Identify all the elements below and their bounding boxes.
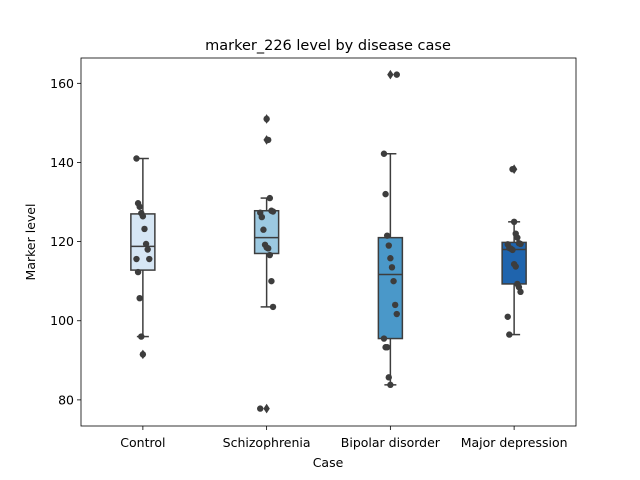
data-point bbox=[385, 374, 392, 381]
data-point bbox=[144, 246, 151, 253]
y-tick-label: 100 bbox=[50, 313, 74, 328]
data-point bbox=[136, 294, 143, 302]
data-point bbox=[265, 136, 272, 144]
y-axis-label: Marker level bbox=[23, 204, 38, 281]
data-point bbox=[258, 213, 266, 221]
x-tick-label: Schizophrenia bbox=[223, 435, 311, 450]
data-point bbox=[266, 251, 274, 259]
data-point bbox=[142, 240, 150, 248]
data-point bbox=[133, 255, 140, 263]
data-point bbox=[390, 277, 397, 285]
data-point bbox=[517, 240, 524, 248]
data-point bbox=[512, 263, 519, 270]
data-point bbox=[387, 255, 394, 262]
axes-frame bbox=[80, 57, 577, 427]
data-point bbox=[504, 313, 511, 320]
y-tick-label: 140 bbox=[50, 155, 74, 170]
outlier-marker bbox=[387, 69, 394, 80]
data-point bbox=[263, 115, 270, 123]
data-point bbox=[269, 303, 277, 311]
plot-area: 80 100 120 140 160 Control Schizophrenia Bipola… bbox=[50, 57, 577, 450]
data-point bbox=[393, 310, 400, 318]
data-point bbox=[139, 213, 147, 220]
x-tick-label: Bipolar disorder bbox=[341, 435, 441, 450]
data-point bbox=[269, 208, 277, 215]
data-point bbox=[391, 301, 399, 309]
data-point bbox=[514, 234, 521, 241]
data-point bbox=[387, 381, 394, 389]
data-point bbox=[139, 351, 147, 358]
chart-title: marker_226 level by disease case bbox=[205, 38, 451, 54]
box-bipolar-disorder bbox=[377, 236, 404, 340]
data-point bbox=[146, 255, 153, 263]
data-point bbox=[266, 194, 274, 202]
data-point bbox=[385, 242, 392, 249]
data-point bbox=[268, 277, 275, 285]
data-point bbox=[134, 268, 142, 276]
data-point bbox=[141, 225, 148, 233]
box-control bbox=[130, 213, 156, 271]
data-point bbox=[257, 405, 264, 412]
data-point bbox=[393, 71, 400, 78]
data-point bbox=[136, 203, 143, 210]
data-point bbox=[506, 331, 513, 338]
data-point bbox=[380, 335, 388, 342]
data-point bbox=[517, 288, 524, 296]
y-tick-label: 120 bbox=[50, 234, 74, 249]
data-point bbox=[380, 150, 388, 157]
data-point bbox=[383, 344, 391, 351]
data-point bbox=[138, 333, 145, 340]
y-tick-label: 80 bbox=[58, 392, 74, 407]
outlier-marker bbox=[263, 403, 270, 414]
data-point bbox=[382, 190, 389, 198]
data-point bbox=[510, 218, 518, 226]
data-point bbox=[383, 232, 391, 239]
data-point bbox=[509, 246, 516, 254]
y-tick-label: 160 bbox=[50, 76, 74, 91]
data-point bbox=[133, 155, 140, 162]
x-tick-label: Control bbox=[120, 435, 165, 450]
x-axis-label: Case bbox=[313, 455, 344, 470]
data-point bbox=[509, 165, 516, 173]
data-point bbox=[265, 245, 272, 252]
data-point bbox=[260, 226, 267, 233]
x-tick-label: Major depression bbox=[461, 435, 568, 450]
data-point bbox=[388, 264, 396, 271]
